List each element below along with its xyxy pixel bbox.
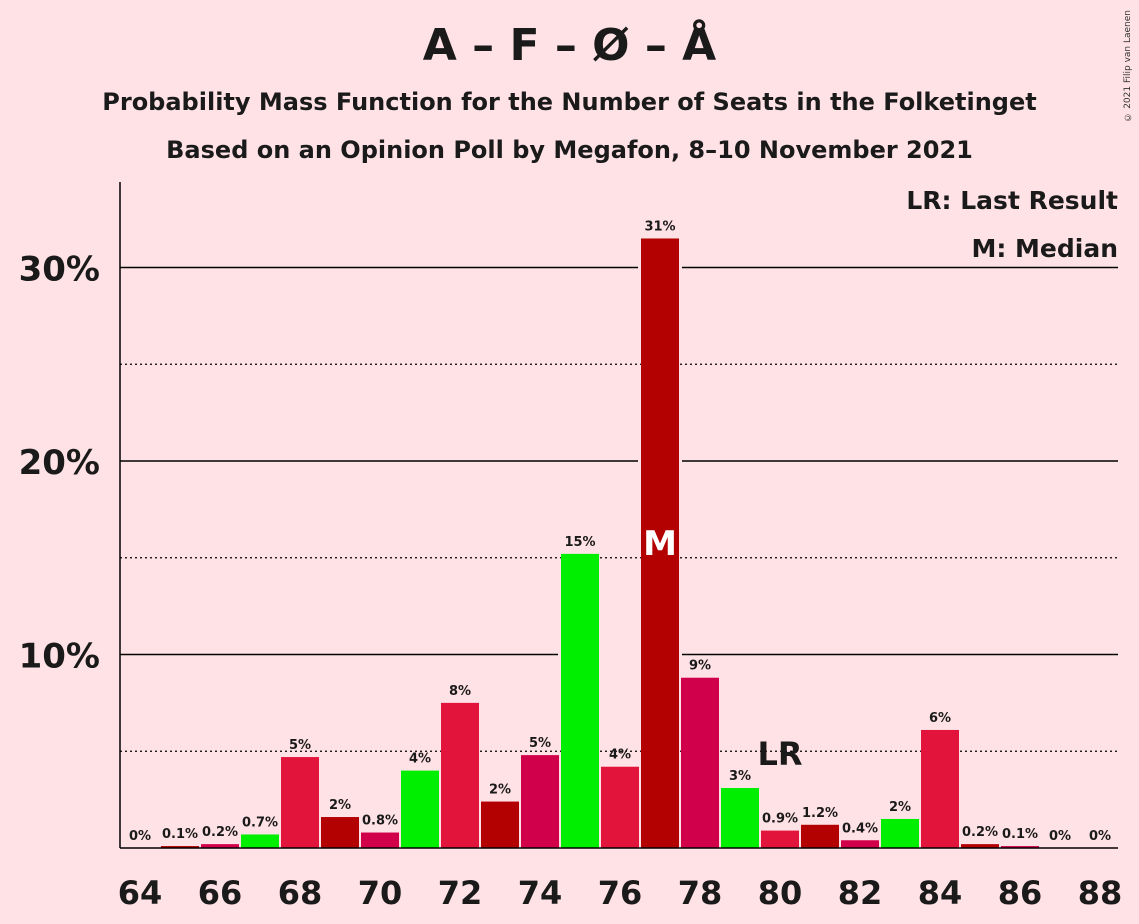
legend-median: M: Median: [971, 234, 1118, 263]
bar-label-seat-88: 0%: [1089, 829, 1111, 844]
x-tick-label-88: 88: [1078, 874, 1123, 912]
bar-seat-84: [921, 729, 959, 848]
chart-subtitle: Probability Mass Function for the Number…: [102, 88, 1037, 116]
bar-label-seat-73: 2%: [489, 783, 511, 798]
bar-label-seat-70: 0.8%: [362, 814, 398, 829]
x-tick-label-80: 80: [758, 874, 803, 912]
x-tick-label-78: 78: [678, 874, 723, 912]
x-tick-label-84: 84: [918, 874, 963, 912]
legend-last-result: LR: Last Result: [906, 186, 1118, 215]
bar-label-seat-66: 0.2%: [202, 825, 238, 840]
bar-label-seat-87: 0%: [1049, 829, 1071, 844]
bar-label-seat-75: 15%: [564, 535, 595, 550]
bar-seat-69: [321, 817, 359, 848]
y-tick-label-20: 20%: [19, 443, 100, 483]
bar-seat-74: [521, 755, 559, 848]
bar-seat-79: [721, 788, 759, 848]
bar-label-seat-82: 0.4%: [842, 821, 878, 836]
x-tick-label-74: 74: [518, 874, 563, 912]
bar-label-seat-64: 0%: [129, 829, 151, 844]
x-tick-label-68: 68: [278, 874, 323, 912]
bar-seat-75: [561, 553, 599, 848]
bar-label-seat-79: 3%: [729, 769, 751, 784]
chart-subtitle-poll: Based on an Opinion Poll by Megafon, 8–1…: [166, 136, 973, 164]
x-tick-label-70: 70: [358, 874, 403, 912]
bar-seat-86: [1001, 846, 1039, 848]
y-tick-label-10: 10%: [19, 637, 100, 677]
x-tick-label-82: 82: [838, 874, 883, 912]
bar-seat-83: [881, 818, 919, 848]
bar-seat-81: [801, 824, 839, 848]
bar-seat-67: [241, 834, 279, 848]
bar-label-seat-84: 6%: [929, 711, 951, 726]
bar-label-seat-85: 0.2%: [962, 825, 998, 840]
bar-seat-68: [281, 757, 319, 848]
bar-label-seat-67: 0.7%: [242, 815, 278, 830]
x-tick-label-66: 66: [198, 874, 243, 912]
bar-label-seat-78: 9%: [689, 659, 711, 674]
bar-label-seat-65: 0.1%: [162, 827, 198, 842]
bar-seat-65: [161, 846, 199, 848]
x-tick-label-72: 72: [438, 874, 483, 912]
bar-seat-85: [961, 844, 999, 848]
median-marker: M: [643, 524, 677, 564]
bar-label-seat-83: 2%: [889, 800, 911, 815]
bar-label-seat-80: 0.9%: [762, 812, 798, 827]
bar-seat-76: [601, 766, 639, 848]
x-tick-label-64: 64: [118, 874, 163, 912]
gridline-gap-10: [558, 650, 682, 659]
bar-seat-78: [681, 677, 719, 848]
bar-seat-72: [441, 702, 479, 848]
x-tick-label-86: 86: [998, 874, 1043, 912]
bar-label-seat-71: 4%: [409, 752, 431, 767]
bar-seat-71: [401, 770, 439, 848]
bar-label-seat-77: 31%: [644, 219, 675, 234]
bar-seat-70: [361, 832, 399, 848]
bar-seat-73: [481, 801, 519, 848]
bar-seat-66: [201, 844, 239, 848]
bar-label-seat-74: 5%: [529, 736, 551, 751]
bar-seat-82: [841, 840, 879, 848]
bar-seat-77: [641, 238, 679, 849]
bar-seat-80: [761, 830, 799, 848]
last-result-marker: LR: [757, 735, 802, 773]
bar-label-seat-76: 4%: [609, 748, 631, 763]
y-tick-label-30: 30%: [19, 250, 100, 290]
bar-label-seat-86: 0.1%: [1002, 827, 1038, 842]
chart-title: A – F – Ø – Å: [422, 20, 717, 71]
bar-label-seat-72: 8%: [449, 684, 471, 699]
bar-label-seat-81: 1.2%: [802, 806, 838, 821]
bar-label-seat-69: 2%: [329, 798, 351, 813]
bar-label-seat-68: 5%: [289, 738, 311, 753]
x-tick-label-76: 76: [598, 874, 643, 912]
